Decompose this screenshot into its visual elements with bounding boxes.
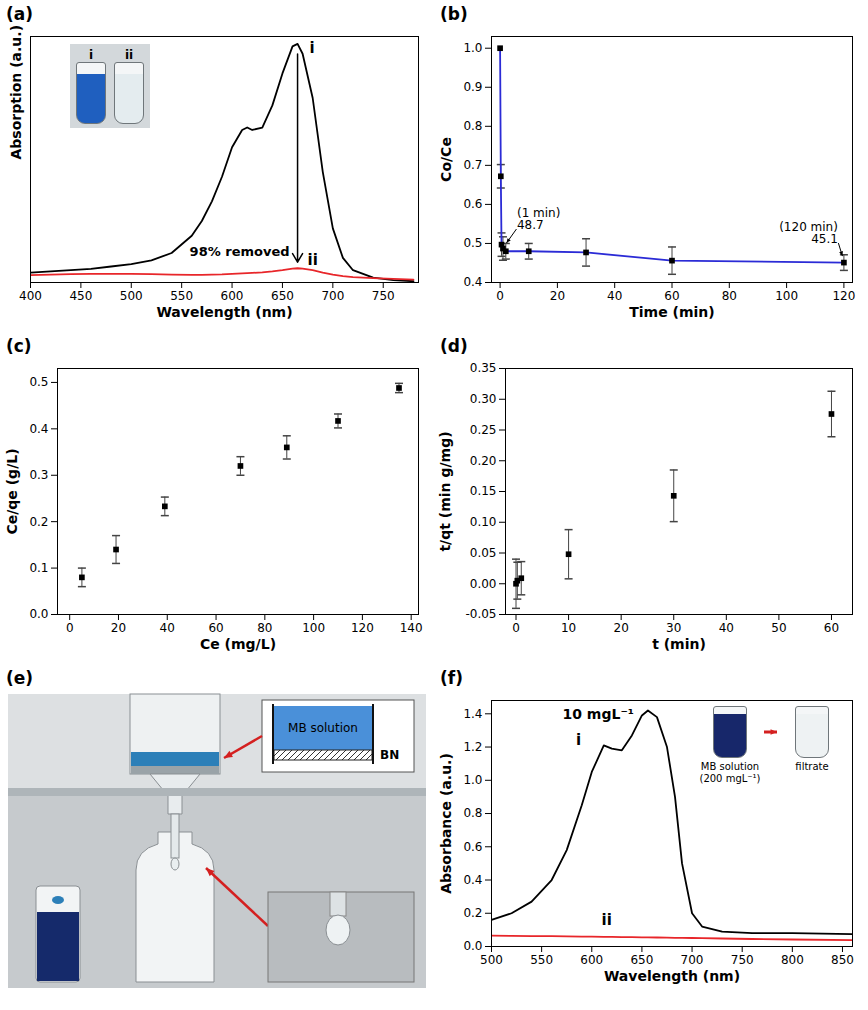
svg-text:750: 750 xyxy=(731,953,754,967)
svg-text:50: 50 xyxy=(771,621,786,635)
html-text:(c): (c) xyxy=(6,336,32,356)
svg-text:BN: BN xyxy=(380,748,399,762)
svg-text:80: 80 xyxy=(722,289,737,303)
svg-text:t/qt (min g/mg): t/qt (min g/mg) xyxy=(437,431,453,551)
svg-text:650: 650 xyxy=(630,953,653,967)
svg-text:Ce (mg/L): Ce (mg/L) xyxy=(200,636,276,652)
svg-text:20: 20 xyxy=(111,621,126,635)
svg-text:0.6: 0.6 xyxy=(463,197,482,211)
svg-text:0.4: 0.4 xyxy=(29,422,48,436)
svg-text:20: 20 xyxy=(550,289,565,303)
svg-text:0.2: 0.2 xyxy=(29,515,48,529)
svg-text:0.2: 0.2 xyxy=(463,906,482,920)
html-text:(b): (b) xyxy=(440,4,468,24)
svg-text:0.25: 0.25 xyxy=(470,423,497,437)
svg-text:0.0: 0.0 xyxy=(29,607,48,621)
svg-text:0: 0 xyxy=(66,621,74,635)
svg-text:Wavelength (nm): Wavelength (nm) xyxy=(604,968,740,984)
svg-text:0.05: 0.05 xyxy=(470,546,497,560)
svg-text:0.00: 0.00 xyxy=(470,577,497,591)
svg-text:600: 600 xyxy=(221,289,244,303)
svg-text:0.8: 0.8 xyxy=(463,119,482,133)
html-text:ii: ii xyxy=(124,48,134,62)
svg-text:0.1: 0.1 xyxy=(29,561,48,575)
svg-text:60: 60 xyxy=(664,289,679,303)
svg-text:0.15: 0.15 xyxy=(470,484,497,498)
svg-text:10: 10 xyxy=(561,621,576,635)
svg-text:1.0: 1.0 xyxy=(463,41,482,55)
svg-text:40: 40 xyxy=(607,289,622,303)
svg-text:550: 550 xyxy=(170,289,193,303)
svg-text:0.6: 0.6 xyxy=(463,840,482,854)
svg-text:700: 700 xyxy=(321,289,344,303)
svg-text:0.35: 0.35 xyxy=(470,361,497,375)
svg-text:0.4: 0.4 xyxy=(463,873,482,887)
html-text:MB solution (200 mgL⁻¹): MB solution (200 mgL⁻¹) xyxy=(699,761,761,784)
html-text:(e): (e) xyxy=(6,668,34,688)
svg-text:i: i xyxy=(576,731,581,749)
svg-text:-0.05: -0.05 xyxy=(465,607,496,621)
svg-text:140: 140 xyxy=(400,621,423,635)
svg-text:0: 0 xyxy=(496,289,504,303)
svg-text:1.2: 1.2 xyxy=(463,740,482,754)
svg-text:0.0: 0.0 xyxy=(463,939,482,953)
svg-text:30: 30 xyxy=(666,621,681,635)
svg-text:60: 60 xyxy=(208,621,223,635)
svg-text:Time (min): Time (min) xyxy=(629,304,714,320)
svg-text:100: 100 xyxy=(775,289,798,303)
svg-text:500: 500 xyxy=(480,953,503,967)
svg-text:Absorption (a.u.): Absorption (a.u.) xyxy=(8,25,24,160)
html-text:(f): (f) xyxy=(440,668,463,688)
svg-text:0: 0 xyxy=(512,621,520,635)
svg-text:120: 120 xyxy=(351,621,374,635)
svg-text:0.4: 0.4 xyxy=(463,275,482,289)
html-text:(a): (a) xyxy=(6,4,33,24)
svg-text:0.10: 0.10 xyxy=(470,515,497,529)
svg-text:400: 400 xyxy=(19,289,42,303)
svg-text:(120 min)45.1: (120 min)45.1 xyxy=(779,220,838,246)
svg-text:450: 450 xyxy=(69,289,92,303)
svg-text:1.4: 1.4 xyxy=(463,707,482,721)
svg-text:Ce/qe (g/L): Ce/qe (g/L) xyxy=(4,448,20,534)
svg-text:(1 min)48.7: (1 min)48.7 xyxy=(517,206,560,232)
svg-text:0.8: 0.8 xyxy=(463,806,482,820)
svg-text:850: 850 xyxy=(831,953,854,967)
svg-text:0.5: 0.5 xyxy=(29,375,48,389)
svg-text:10 mgL⁻¹: 10 mgL⁻¹ xyxy=(563,706,634,722)
svg-text:40: 40 xyxy=(719,621,734,635)
svg-text:t (min): t (min) xyxy=(652,636,706,652)
html-text:filtrate: filtrate xyxy=(795,761,829,772)
svg-text:0.9: 0.9 xyxy=(463,80,482,94)
svg-text:ii: ii xyxy=(308,251,318,269)
svg-text:MB solution: MB solution xyxy=(288,721,358,735)
svg-text:700: 700 xyxy=(681,953,704,967)
svg-text:0.5: 0.5 xyxy=(463,236,482,250)
svg-text:98% removed: 98% removed xyxy=(190,244,290,259)
svg-text:80: 80 xyxy=(257,621,272,635)
svg-text:Absorbance (a.u.): Absorbance (a.u.) xyxy=(438,753,454,894)
svg-text:ii: ii xyxy=(602,910,612,928)
svg-text:40: 40 xyxy=(160,621,175,635)
svg-text:60: 60 xyxy=(824,621,839,635)
svg-text:120: 120 xyxy=(832,289,855,303)
svg-text:800: 800 xyxy=(781,953,804,967)
svg-text:20: 20 xyxy=(614,621,629,635)
svg-text:750: 750 xyxy=(372,289,395,303)
svg-text:Co/Ce: Co/Ce xyxy=(438,137,454,182)
svg-text:650: 650 xyxy=(271,289,294,303)
svg-text:0.20: 0.20 xyxy=(470,454,497,468)
svg-text:100: 100 xyxy=(302,621,325,635)
html-text:i: i xyxy=(88,48,94,62)
svg-text:Wavelength (nm): Wavelength (nm) xyxy=(156,304,292,320)
svg-text:600: 600 xyxy=(580,953,603,967)
svg-text:0.30: 0.30 xyxy=(470,392,497,406)
svg-text:1.0: 1.0 xyxy=(463,773,482,787)
svg-text:0.3: 0.3 xyxy=(29,468,48,482)
svg-text:i: i xyxy=(310,39,315,57)
svg-text:500: 500 xyxy=(120,289,143,303)
html-text:(d): (d) xyxy=(440,336,468,356)
svg-text:550: 550 xyxy=(530,953,553,967)
svg-text:0.7: 0.7 xyxy=(463,158,482,172)
